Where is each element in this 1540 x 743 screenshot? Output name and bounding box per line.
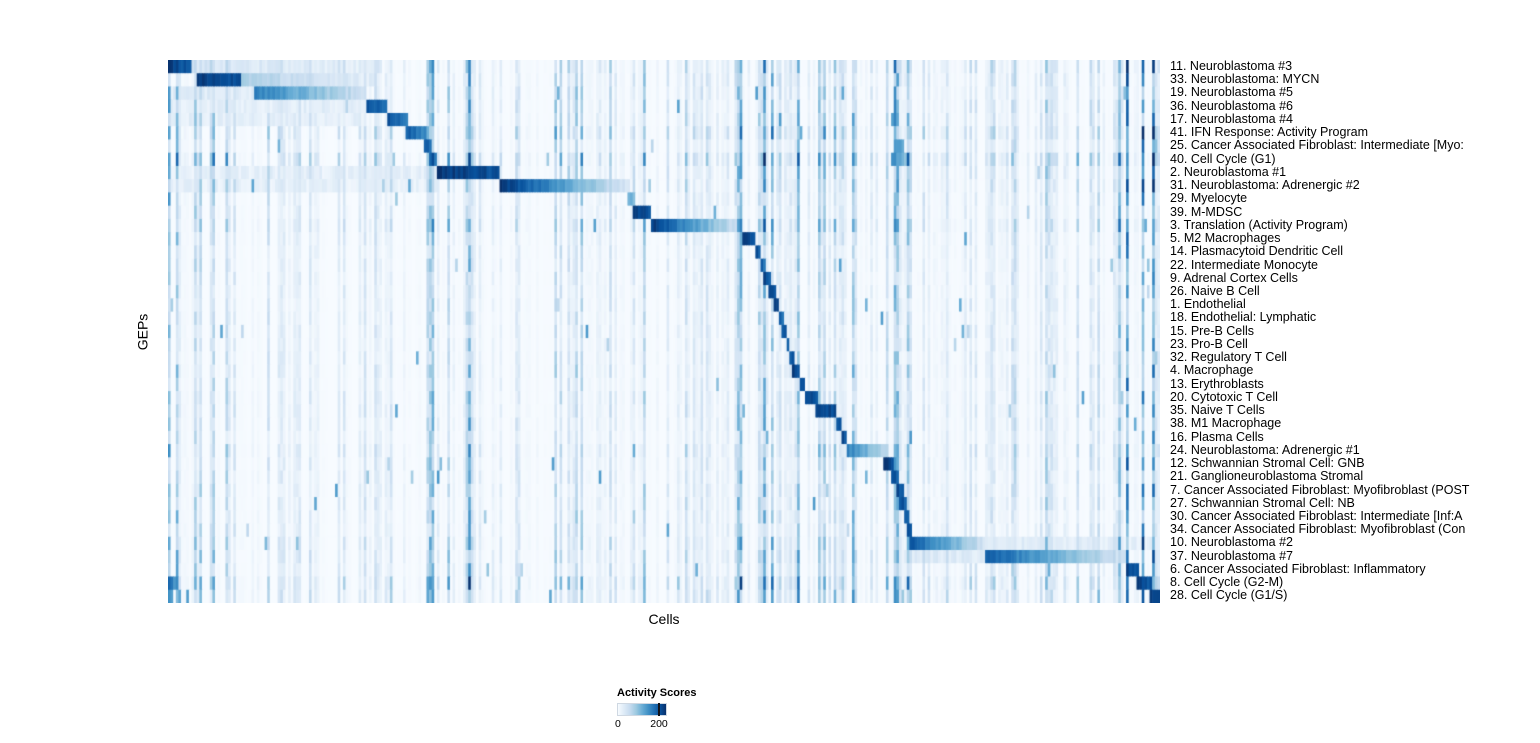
- row-label: 15. Pre-B Cells: [1170, 323, 1255, 338]
- row-label: 37. Neuroblastoma #7: [1170, 548, 1293, 563]
- row-label: 21. Ganglioneuroblastoma Stromal: [1170, 469, 1364, 484]
- row-label: 36. Neuroblastoma #6: [1170, 98, 1293, 113]
- row-label: 22. Intermediate Monocyte: [1170, 257, 1318, 272]
- y-axis-label: GEPs: [128, 60, 156, 603]
- row-label: 18. Endothelial: Lymphatic: [1170, 310, 1317, 325]
- row-label: 39. M-MDSC: [1170, 204, 1243, 219]
- row-label: 32. Regulatory T Cell: [1170, 350, 1287, 365]
- row-label: 16. Plasma Cells: [1170, 429, 1264, 444]
- legend-tick-max: 200: [650, 718, 668, 730]
- row-label: 14. Plasmacytoid Dendritic Cell: [1170, 244, 1343, 259]
- row-label: 19. Neuroblastoma #5: [1170, 85, 1293, 100]
- row-label: 10. Neuroblastoma #2: [1170, 535, 1293, 550]
- row-label: 28. Cell Cycle (G1/S): [1170, 588, 1288, 603]
- row-label: 9. Adrenal Cortex Cells: [1170, 270, 1298, 285]
- row-label: 27. Schwannian Stromal Cell: NB: [1170, 495, 1355, 510]
- legend: Activity Scores 0 200: [614, 687, 737, 732]
- row-label: 3. Translation (Activity Program): [1170, 217, 1348, 232]
- legend-ticks: 0 200: [614, 718, 668, 732]
- heatmap-canvas: [168, 60, 1160, 603]
- y-axis-label-text: GEPs: [134, 313, 151, 350]
- row-label: 38. M1 Macrophage: [1170, 416, 1282, 431]
- row-label: 5. M2 Macrophages: [1170, 231, 1281, 246]
- row-label: 1. Endothelial: [1170, 297, 1246, 312]
- row-label: 7. Cancer Associated Fibroblast: Myofibr…: [1170, 482, 1470, 497]
- legend-colorbar: [617, 703, 667, 716]
- row-label: 34. Cancer Associated Fibroblast: Myofib…: [1170, 522, 1466, 537]
- row-label: 11. Neuroblastoma #3: [1170, 59, 1293, 73]
- legend-title: Activity Scores: [617, 687, 697, 699]
- x-axis-label: Cells: [648, 611, 680, 627]
- row-label: 24. Neuroblastoma: Adrenergic #1: [1170, 442, 1360, 457]
- row-label: 41. IFN Response: Activity Program: [1170, 125, 1368, 140]
- row-label: 23. Pro-B Cell: [1170, 336, 1248, 351]
- row-label: 40. Cell Cycle (G1): [1170, 151, 1276, 166]
- row-label: 35. Naive T Cells: [1170, 403, 1265, 418]
- row-label: 20. Cytotoxic T Cell: [1170, 389, 1278, 404]
- row-label: 2. Neuroblastoma #1: [1170, 164, 1287, 179]
- legend-max-tick: [658, 703, 660, 716]
- row-label: 17. Neuroblastoma #4: [1170, 111, 1293, 126]
- row-label: 8. Cell Cycle (G2-M): [1170, 575, 1284, 590]
- row-label: 29. Myelocyte: [1170, 191, 1248, 206]
- row-label: 31. Neuroblastoma: Adrenergic #2: [1170, 178, 1360, 193]
- legend-tick-min: 0: [614, 718, 621, 730]
- row-label: 30. Cancer Associated Fibroblast: Interm…: [1170, 508, 1463, 523]
- legend-bar-wrap: [617, 703, 667, 716]
- row-label: 4. Macrophage: [1170, 363, 1254, 378]
- row-label: 33. Neuroblastoma: MYCN: [1170, 72, 1320, 87]
- row-label: 13. Erythroblasts: [1170, 376, 1264, 391]
- row-labels: 11. Neuroblastoma #3 33. Neuroblastoma: M…: [1170, 59, 1540, 603]
- row-label: 25. Cancer Associated Fibroblast: Interm…: [1170, 138, 1464, 153]
- row-label: 12. Schwannian Stromal Cell: GNB: [1170, 456, 1365, 471]
- row-label: 26. Naive B Cell: [1170, 283, 1260, 298]
- row-label: 6. Cancer Associated Fibroblast: Inflamm…: [1170, 561, 1426, 576]
